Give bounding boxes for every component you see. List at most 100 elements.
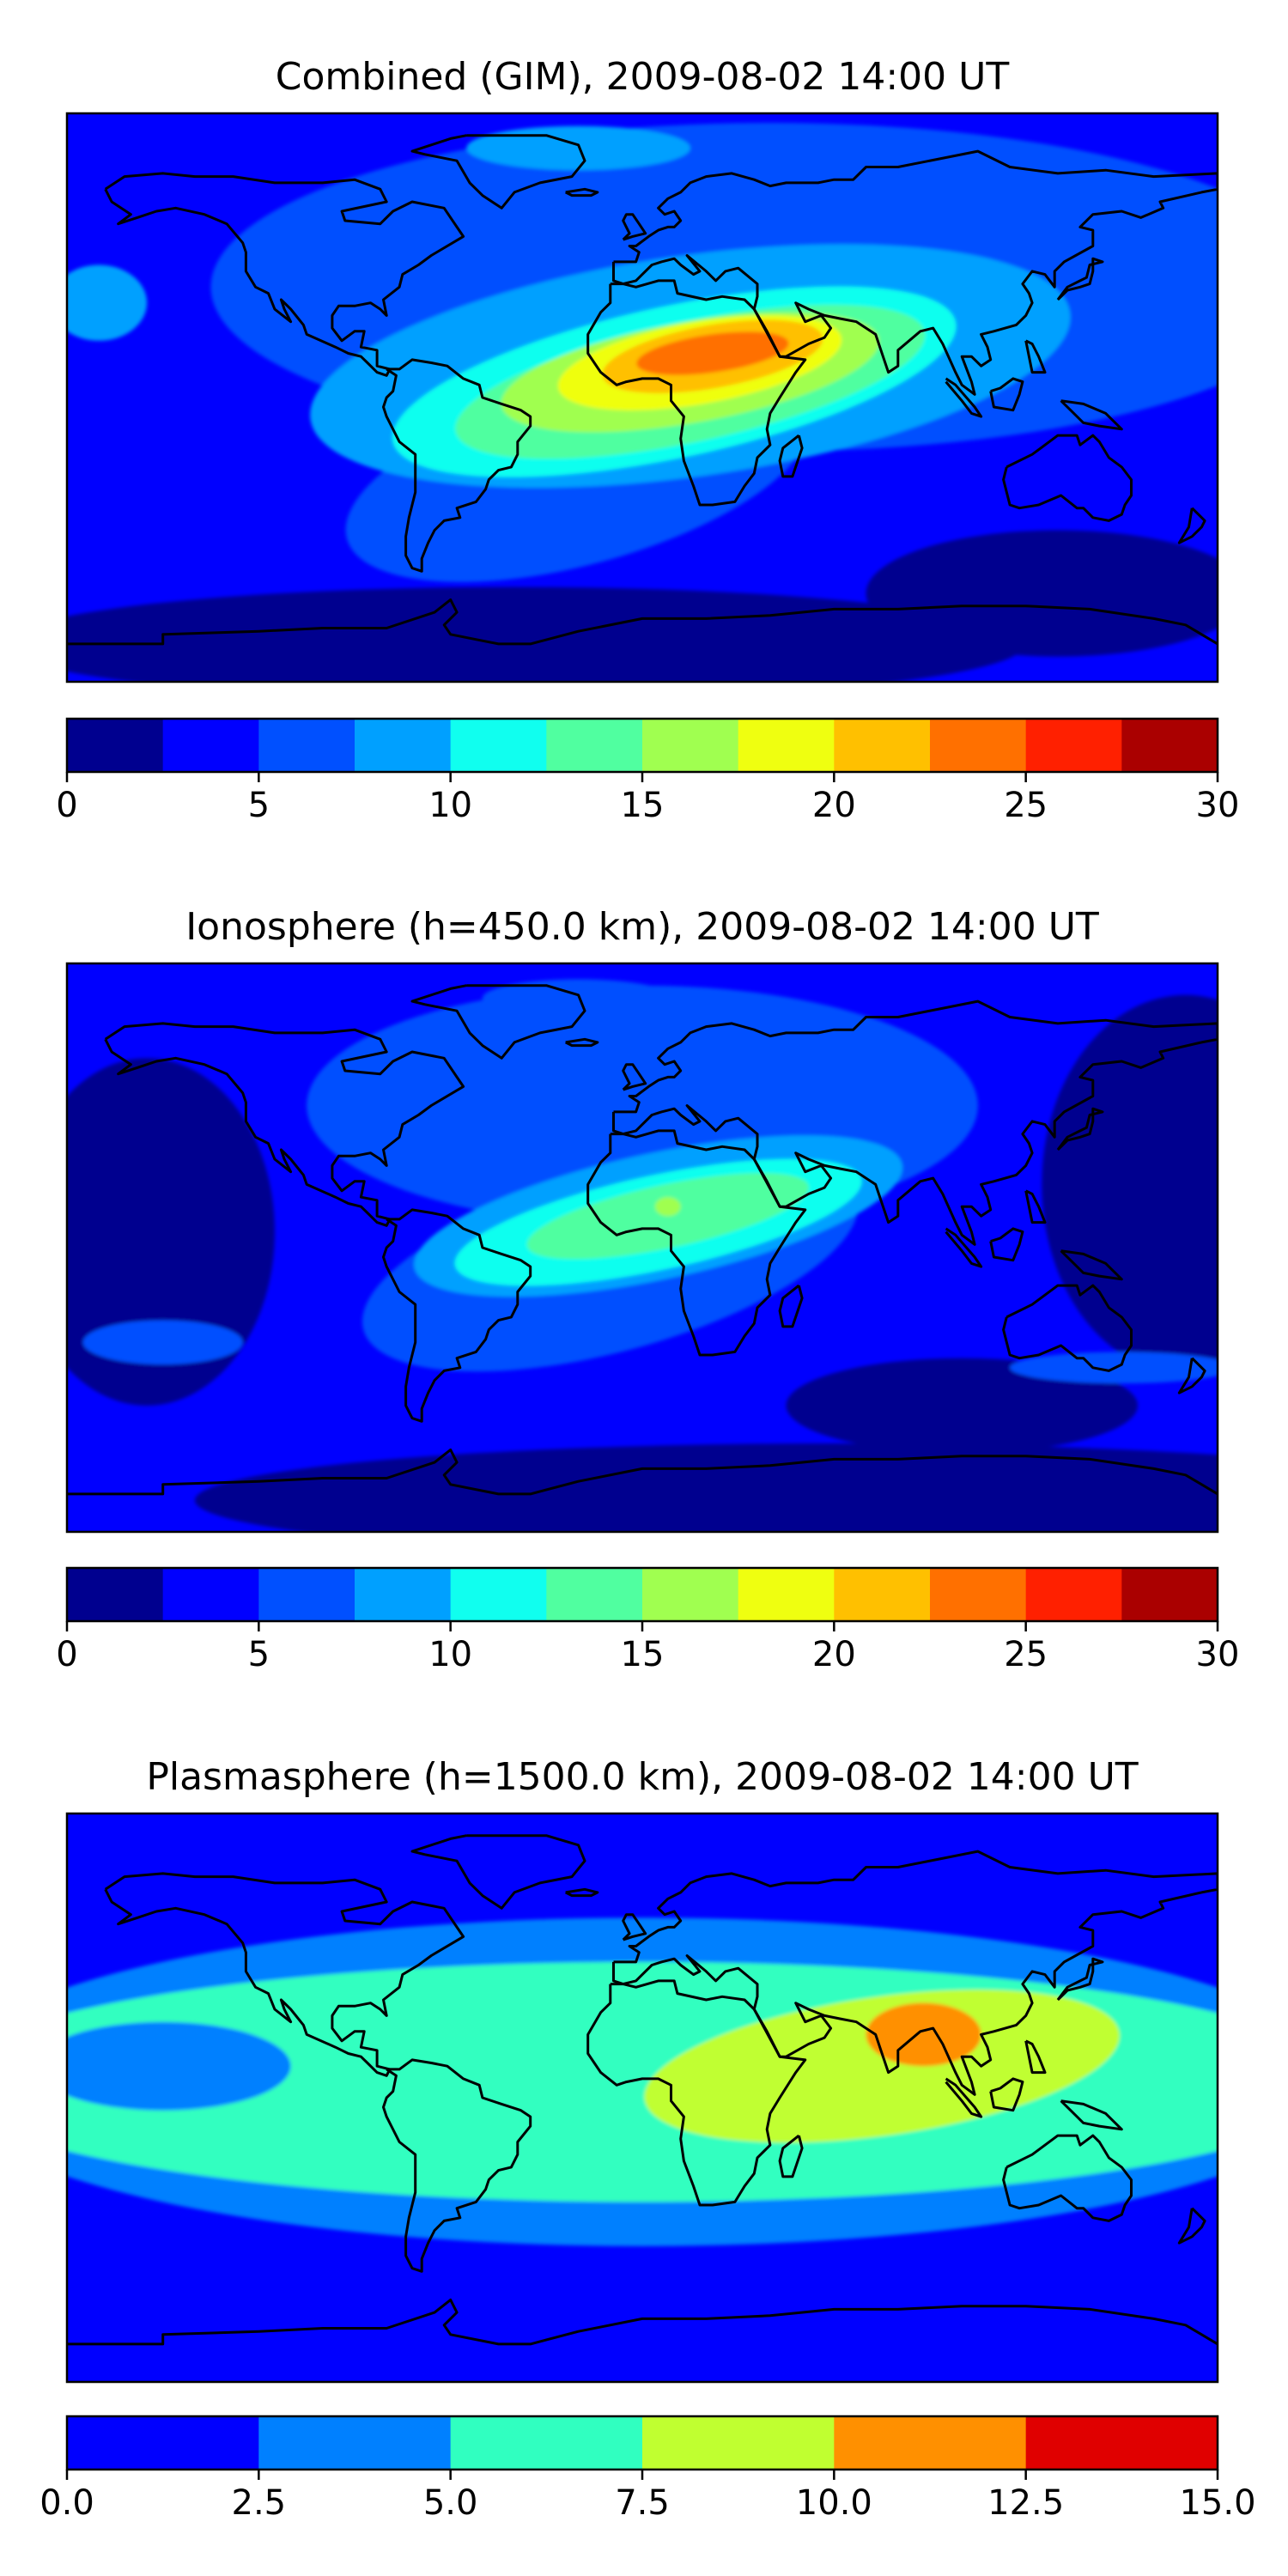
coastline-11 (1060, 1249, 1123, 1281)
coastline-12 (778, 434, 804, 478)
colorbar: 0.0 2.5 5.0 7.5 10.0 12.5 15.0 (39, 2416, 1256, 2523)
map-frame (65, 1812, 1219, 2384)
colorbar-tick-label: 25 (1004, 786, 1048, 825)
coastline-3 (586, 1129, 807, 1357)
coastline-1 (410, 134, 586, 210)
coastline-14 (1177, 507, 1206, 544)
coastline-10 (989, 1227, 1024, 1262)
colorbar-swatch (67, 1568, 164, 1621)
colorbar-swatch (738, 719, 835, 772)
colorbar-tick-label: 5 (248, 786, 270, 825)
colorbar-tick-label: 20 (812, 786, 856, 825)
coastline-8 (1056, 257, 1104, 301)
tec-field (67, 113, 1218, 682)
colorbar-swatch (450, 719, 547, 772)
coastline-9 (945, 377, 983, 418)
coastline-7 (622, 1913, 647, 1941)
coastline-8 (1056, 1107, 1104, 1151)
colorbar-swatch (1121, 719, 1218, 772)
coastline-1 (410, 1834, 586, 1910)
colorbar-tick-label: 5 (248, 1635, 270, 1674)
colorbar-tick-label: 7.5 (615, 2483, 670, 2523)
colorbar-swatch (258, 2416, 452, 2470)
panel-title: Plasmasphere (h=1500.0 km), 2009-08-02 1… (146, 1755, 1138, 1799)
colorbar-tick-label: 10 (428, 1635, 472, 1674)
map-frame (65, 962, 1219, 1534)
coastline-8 (1056, 1957, 1104, 2002)
combined-gim-panel: Combined (GIM), 2009-08-02 14:00 UT 0 5 10… (56, 55, 1239, 825)
coastline-4 (612, 1850, 1218, 2096)
plasmasphere-panel: Plasmasphere (h=1500.0 km), 2009-08-02 1… (39, 1755, 1256, 2523)
colorbar-tick-label: 30 (1196, 1635, 1240, 1674)
contour-fills (67, 1917, 1218, 2246)
colorbar: 0 5 10 15 20 25 30 (56, 719, 1239, 825)
colorbar-swatch (642, 1568, 739, 1621)
coastline-3 (586, 279, 807, 507)
coastline-2 (382, 358, 532, 573)
coastline-5 (1002, 434, 1133, 522)
coastline-0 (104, 1872, 465, 2077)
coastline-5 (1002, 1284, 1133, 1372)
coastline-2 (382, 1208, 532, 1423)
coastline-4 (612, 149, 1218, 396)
coastline-9 (945, 1227, 983, 1268)
colorbar-frame (65, 1566, 1219, 1623)
colorbar-tick-label: 5.0 (423, 2483, 478, 2523)
coastline-15 (1024, 339, 1047, 374)
coastline-0 (104, 1022, 465, 1227)
coastline-6 (67, 2298, 1218, 2346)
colorbar-swatch (258, 719, 355, 772)
colorbar-swatch (642, 719, 739, 772)
colorbar-swatch (834, 2416, 1027, 2470)
coastline-6 (67, 1448, 1218, 1496)
colorbar-swatch (67, 2416, 259, 2470)
colorbar-swatch (450, 2416, 643, 2470)
colorbar-swatch (258, 1568, 355, 1621)
coastlines (67, 1834, 1218, 2346)
coastline-5 (1002, 2134, 1133, 2222)
contour-south-indian-low (866, 530, 1218, 657)
colorbar-swatch (1025, 719, 1122, 772)
tec-field (67, 1814, 1218, 2382)
colorbar-swatch (834, 1568, 931, 1621)
contour-west-pacific-low (67, 1058, 275, 1406)
colorbar-swatch (642, 2416, 835, 2470)
colorbar-tick-label: 30 (1196, 786, 1240, 825)
colorbar-tick-label: 0 (56, 786, 77, 825)
colorbar-frame (65, 2415, 1219, 2471)
colorbar-tick-label: 15 (621, 786, 665, 825)
colorbar-tick-label: 2.5 (232, 2483, 287, 2523)
contour-indian-low (786, 1358, 1138, 1454)
coastline-12 (778, 2134, 804, 2178)
colorbar-tick-label: 25 (1004, 1635, 1048, 1674)
coastline-1 (410, 984, 586, 1060)
contour-east-pacific-low (1042, 994, 1218, 1375)
colorbar-swatch (1025, 2416, 1218, 2470)
colorbar-swatch (162, 719, 259, 772)
coastline-6 (67, 598, 1218, 646)
panel-title: Ionosphere (h=450.0 km), 2009-08-02 14:0… (185, 905, 1099, 949)
contour-fills (67, 979, 1218, 1532)
coastline-9 (945, 2077, 983, 2118)
tec-field (67, 963, 1218, 1532)
colorbar-tick-label: 12.5 (987, 2483, 1064, 2523)
colorbar-tick-label: 15 (621, 1635, 665, 1674)
coastline-15 (1024, 1189, 1047, 1224)
colorbar-swatch (738, 1568, 835, 1621)
coastline-13 (565, 1037, 599, 1048)
contour-lime-spot (654, 1197, 681, 1217)
colorbar: 0 5 10 15 20 25 30 (56, 1568, 1239, 1674)
contour-orange-core (866, 2002, 981, 2067)
contour-pacific-band (67, 2021, 291, 2111)
coastline-4 (612, 999, 1218, 1246)
colorbar-tick-label: 10.0 (796, 2483, 872, 2523)
colorbar-swatch (930, 719, 1027, 772)
coastline-13 (565, 187, 599, 197)
contour-west-pacific-patch (67, 264, 148, 341)
coastline-13 (565, 1887, 599, 1898)
coastlines (67, 984, 1218, 1496)
colorbar-tick-label: 15.0 (1179, 2483, 1255, 2523)
colorbar-swatch (1121, 1568, 1218, 1621)
coastline-7 (622, 1063, 647, 1091)
